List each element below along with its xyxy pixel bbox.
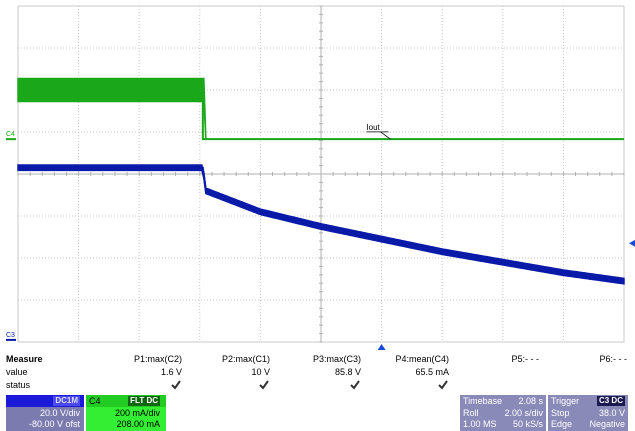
check-icon — [438, 380, 448, 390]
waveform-plot: Iout C4 C3 — [6, 5, 635, 350]
measure-table: Measure P1:max(C2) P2:max(C1) P3:max(C3)… — [0, 354, 635, 394]
check-icon — [259, 380, 269, 390]
trigger-source-tag: C3 DC — [596, 396, 625, 406]
timebase-mode: Roll — [463, 408, 479, 418]
measure-p3-value: 85.8 V — [334, 367, 361, 377]
channel-c3-header: DC1M — [6, 395, 84, 407]
channel-c4-box[interactable]: C4 FLT DC 200 mA/div 208.00 mA — [86, 395, 166, 431]
waveform-screen: Iout C4 C3 — [6, 5, 635, 350]
measure-status-row: status — [0, 380, 635, 392]
channel-c4-scale: 200 mA/div — [114, 408, 160, 418]
check-icon — [350, 380, 360, 390]
measure-col-p6-name[interactable]: P6:- - - — [599, 354, 627, 364]
measure-title: Measure — [6, 354, 43, 364]
measure-col-p1-name[interactable]: P1:max(C2) — [133, 354, 182, 364]
trace-line-c4 — [18, 89, 624, 141]
measure-value-label: value — [6, 367, 28, 377]
measure-p4-value: 65.5 mA — [415, 367, 449, 377]
trigger-type: Edge — [551, 419, 573, 429]
annotation-leader — [380, 131, 391, 140]
channel-marker-c4: C4 — [6, 131, 15, 138]
timebase-value: 2.08 s — [518, 396, 543, 406]
measure-p1-value: 1.6 V — [160, 367, 182, 377]
channel-c4-label: C4 — [89, 396, 101, 406]
trigger-level: 38.0 V — [598, 408, 625, 418]
measure-header-row: Measure P1:max(C2) P2:max(C1) P3:max(C3)… — [0, 354, 635, 366]
measure-col-p5-name[interactable]: P5:- - - — [511, 354, 539, 364]
timebase-scale: 2.00 s/div — [504, 408, 543, 418]
channel-c4-header: C4 FLT DC — [86, 395, 166, 407]
measure-status-label: status — [6, 380, 31, 390]
channel-c4-offset: 208.00 mA — [116, 419, 160, 429]
trigger-mode: Stop — [551, 408, 570, 418]
trigger-position-icon — [377, 344, 386, 350]
check-icon — [171, 380, 181, 390]
measure-col-p2-name[interactable]: P2:max(C1) — [221, 354, 270, 364]
channel-c3-coupling-tag: DC1M — [53, 396, 80, 406]
timebase-box[interactable]: Timebase 2.08 s Roll 2.00 s/div 1.00 MS … — [460, 395, 546, 431]
timebase-label: Timebase — [463, 396, 503, 406]
measure-p2-value: 10 V — [251, 367, 270, 377]
measure-col-p4-name[interactable]: P4:mean(C4) — [395, 354, 449, 364]
timebase-rate: 50 kS/s — [512, 419, 543, 429]
measure-value-row: value 1.6 V 10 V 85.8 V 65.5 mA — [0, 367, 635, 379]
trigger-label: Trigger — [551, 396, 580, 406]
trigger-box[interactable]: Trigger C3 DC Stop 38.0 V Edge Negative — [548, 395, 628, 431]
channel-c4-coupling-tag: FLT DC — [128, 396, 160, 406]
trigger-level-icon — [629, 239, 635, 247]
timebase-header: Timebase 2.08 s — [460, 395, 546, 407]
measure-col-p3-name[interactable]: P3:max(C3) — [312, 354, 361, 364]
timebase-samples: 1.00 MS — [463, 419, 497, 429]
trace-line-c3 — [18, 166, 625, 283]
trace-band-c3 — [17, 164, 625, 285]
trigger-header: Trigger C3 DC — [548, 395, 628, 407]
channel-c3-offset: -80.00 V ofst — [28, 419, 80, 429]
channel-c3-box[interactable]: DC1M 20.0 V/div -80.00 V ofst — [6, 395, 84, 431]
channel-c3-scale: 20.0 V/div — [39, 408, 80, 418]
trigger-slope: Negative — [589, 419, 625, 429]
channel-marker-c3: C3 — [6, 332, 15, 339]
annotation-label: Iout — [366, 123, 380, 132]
